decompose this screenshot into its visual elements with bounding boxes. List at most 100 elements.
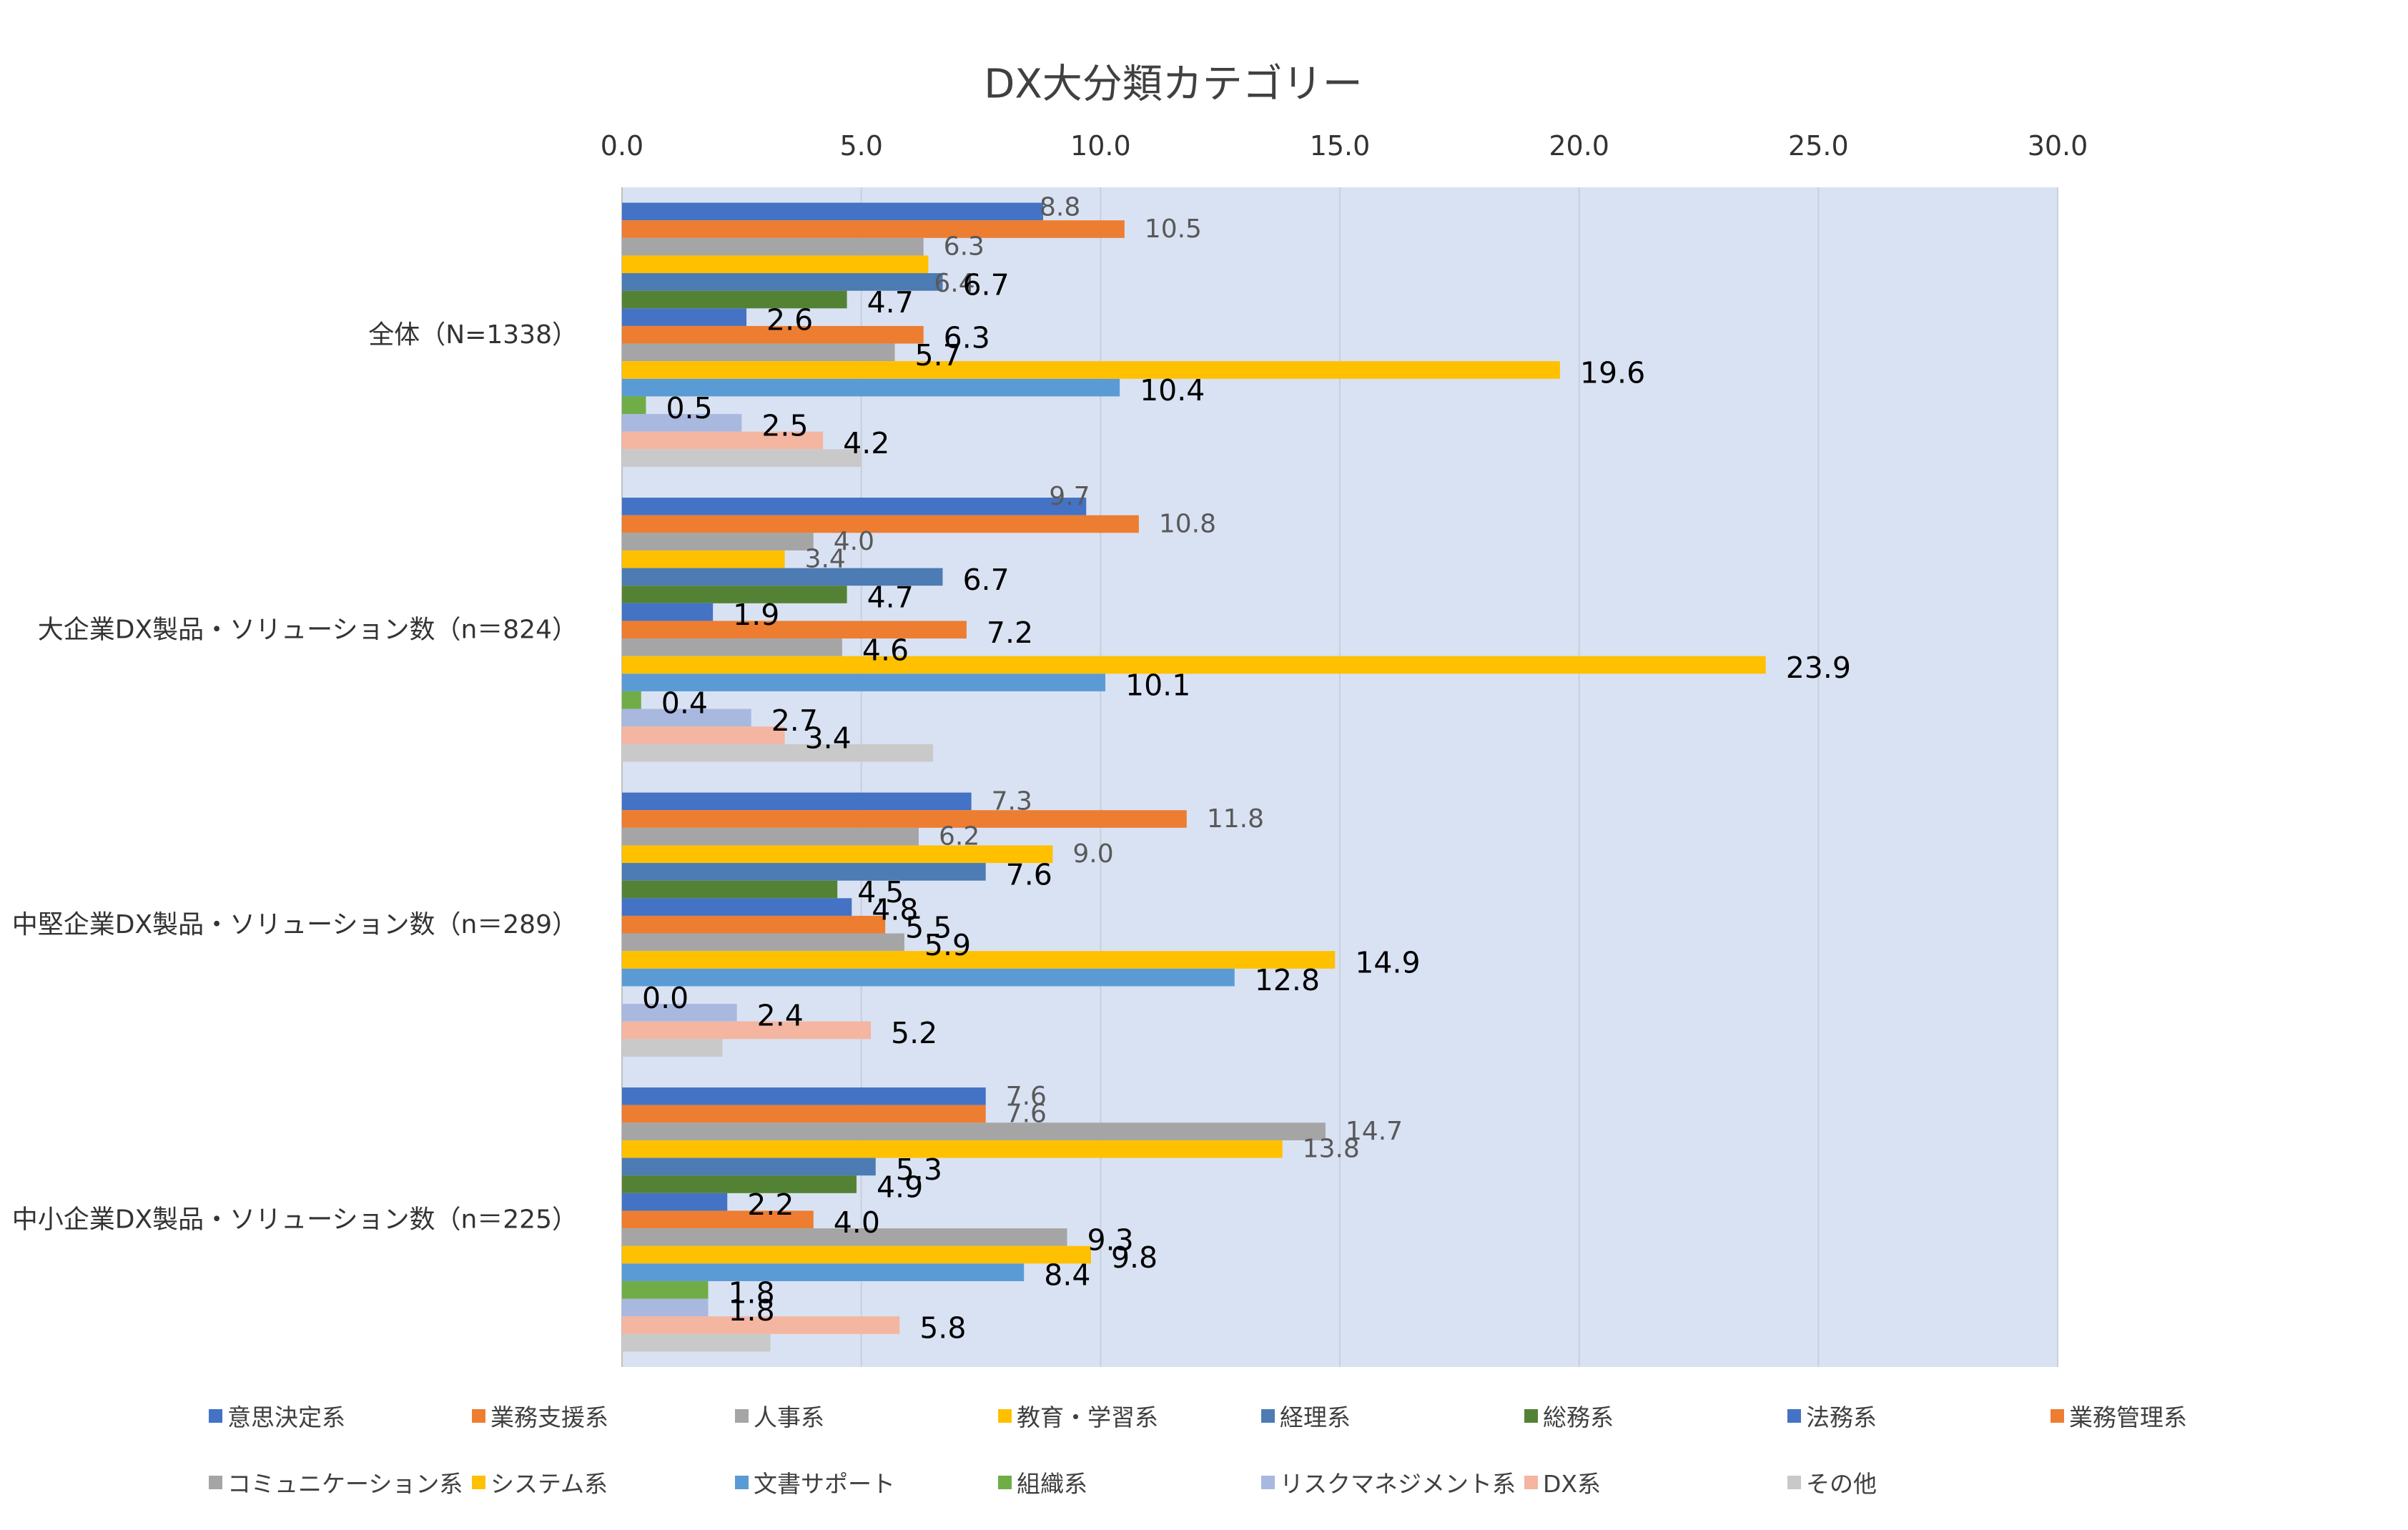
bar: [622, 568, 943, 586]
data-label: 7.2: [987, 616, 1033, 650]
data-label: 4.7: [867, 285, 914, 320]
legend-swatch: [2051, 1408, 2064, 1423]
legend-label: リスクマネジメント系: [1280, 1470, 1516, 1498]
data-label: 5.9: [924, 928, 971, 962]
legend-label: 業務支援系: [490, 1403, 608, 1431]
bar: [622, 1228, 1067, 1246]
bar: [622, 1004, 737, 1022]
category-label: 中小企業DX製品・ソリューション数（n＝225）: [12, 1205, 578, 1234]
data-label: 2.2: [747, 1188, 794, 1222]
legend-label: 業務管理系: [2069, 1403, 2187, 1431]
bar: [622, 515, 1139, 533]
legend-label: システム系: [490, 1470, 608, 1498]
legend-label: 法務系: [1806, 1403, 1877, 1431]
bar: [622, 638, 842, 656]
bar: [622, 220, 1125, 238]
data-label: 23.9: [1786, 651, 1851, 685]
data-label: 10.4: [1140, 373, 1205, 408]
data-label: 9.3: [1087, 1223, 1133, 1257]
data-label: 4.0: [834, 527, 874, 556]
data-label: 13.8: [1303, 1135, 1360, 1164]
bar: [622, 792, 972, 811]
bar: [622, 1210, 814, 1229]
data-label: 5.7: [915, 338, 962, 372]
data-label: 1.8: [728, 1275, 774, 1310]
bar: [622, 968, 1235, 987]
data-label: 0.5: [666, 391, 712, 425]
bar: [622, 621, 967, 639]
x-tick-label: 10.0: [1070, 130, 1131, 162]
data-label: 12.8: [1255, 963, 1320, 997]
bar: [622, 1105, 986, 1123]
bar: [622, 290, 847, 309]
data-label: 5.8: [919, 1311, 966, 1346]
bar: [622, 431, 824, 450]
bar: [622, 1087, 986, 1105]
x-tick-label: 5.0: [839, 130, 882, 162]
legend-item: コミュニケーション系: [209, 1461, 472, 1504]
legend-label: DX系: [1543, 1470, 1602, 1498]
data-label: 2.7: [771, 704, 818, 738]
legend-swatch: [1524, 1475, 1538, 1489]
bar: [622, 255, 929, 274]
x-tick-label: 25.0: [1788, 130, 1849, 162]
legend-label: 経理系: [1280, 1403, 1351, 1431]
legend-swatch: [472, 1408, 485, 1423]
category-label: 大企業DX製品・ソリューション数（n＝824）: [38, 615, 578, 644]
data-label: 4.9: [877, 1170, 923, 1204]
bar: [622, 378, 1120, 397]
legend-swatch: [735, 1408, 749, 1423]
bar: [622, 1039, 723, 1057]
data-label: 8.4: [1044, 1258, 1090, 1293]
x-tick-label: 30.0: [2028, 130, 2088, 162]
bar: [622, 1316, 900, 1334]
bar: [622, 915, 886, 934]
data-label: 2.4: [757, 998, 804, 1032]
bar: [622, 726, 785, 744]
bar: [622, 396, 646, 415]
data-label: 14.7: [1346, 1117, 1403, 1146]
bar: [622, 343, 895, 362]
data-label: 10.5: [1145, 214, 1202, 244]
bar: [622, 1298, 709, 1317]
data-label: 4.7: [867, 580, 914, 614]
legend-label: その他: [1806, 1470, 1877, 1498]
data-label: 6.4: [934, 269, 974, 298]
bar: [622, 273, 943, 291]
data-label: 9.0: [1072, 839, 1113, 869]
bar: [622, 1333, 771, 1352]
data-label: 5.3: [896, 1153, 942, 1187]
data-label: 3.4: [805, 721, 852, 756]
bar: [622, 1245, 1091, 1264]
legend-item: 業務支援系: [472, 1394, 735, 1437]
legend-item: 教育・学習系: [998, 1394, 1261, 1437]
bar: [622, 1175, 857, 1193]
legend-swatch: [1261, 1475, 1275, 1489]
bars: [622, 202, 1766, 1352]
legend-swatch: [209, 1475, 222, 1489]
legend: 意思決定系 業務支援系 人事系 教育・学習系 経理系 総務系 法務系 業務管理系 コミュニケーシ…: [209, 1394, 2314, 1504]
bar: [622, 951, 1336, 969]
legend-label: 組織系: [1017, 1470, 1087, 1498]
bar: [622, 550, 785, 568]
data-label: 6.7: [962, 267, 1009, 302]
x-axis-ticks: 0.0 5.0 10.0 15.0 20.0 25.0 30.0: [601, 130, 2088, 162]
data-label: 4.6: [862, 633, 909, 667]
legend-item: 業務管理系: [2051, 1394, 2314, 1437]
bar: [622, 586, 847, 603]
x-tick-label: 15.0: [1310, 130, 1371, 162]
data-label: 6.7: [962, 563, 1009, 597]
data-label: 5.2: [891, 1016, 937, 1050]
legend-item: システム系: [472, 1461, 735, 1504]
legend-swatch: [998, 1408, 1012, 1423]
chart-title: DX大分類カテゴリー: [984, 61, 1362, 108]
legend-item: 総務系: [1524, 1394, 1787, 1437]
legend-item: リスクマネジメント系: [1261, 1461, 1524, 1504]
bar: [622, 1122, 1326, 1140]
bar: [622, 202, 1044, 221]
bar: [622, 308, 747, 326]
data-label: 10.8: [1159, 509, 1216, 538]
bar: [622, 933, 904, 952]
x-tick-label: 20.0: [1549, 130, 1609, 162]
